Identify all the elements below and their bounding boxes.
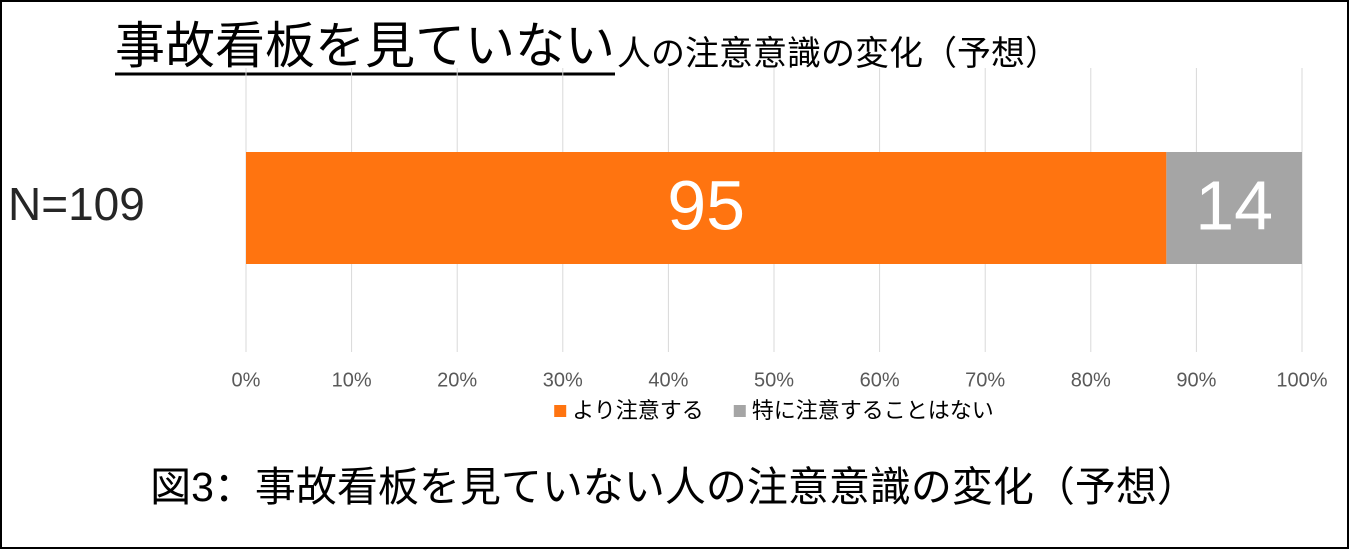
chart-subtitle: 人の注意意識の変化（予想） [617, 35, 1059, 73]
data-label: 14 [1195, 166, 1273, 244]
bar-segment [1166, 152, 1302, 264]
legend-label: より注意する [572, 398, 704, 423]
bar-segment [246, 152, 1167, 264]
x-tick-label: 50% [754, 369, 794, 391]
chart-title: 事故看板を見ていない [115, 18, 615, 74]
y-tick-label: N=109 [8, 178, 145, 230]
x-tick-label: 10% [332, 369, 372, 391]
x-tick-label: 20% [437, 369, 477, 391]
x-tick-label: 30% [543, 369, 583, 391]
legend-swatch [733, 405, 746, 417]
legend: より注意する 特に注意することはない [554, 398, 994, 423]
x-tick-label: 40% [648, 369, 688, 391]
legend-label: 特に注意することはない [752, 398, 994, 423]
x-tick-label: 60% [860, 369, 900, 391]
x-tick-label: 100% [1276, 369, 1327, 391]
x-tick-label: 90% [1176, 369, 1216, 391]
legend-swatch [554, 405, 567, 417]
x-tick-label: 0% [232, 369, 261, 391]
x-tick-label: 80% [1071, 369, 1111, 391]
x-tick-label: 70% [965, 369, 1005, 391]
data-label: 95 [667, 166, 745, 244]
caption: 図3：事故看板を見ていない人の注意意識の変化（予想） [150, 464, 1198, 510]
